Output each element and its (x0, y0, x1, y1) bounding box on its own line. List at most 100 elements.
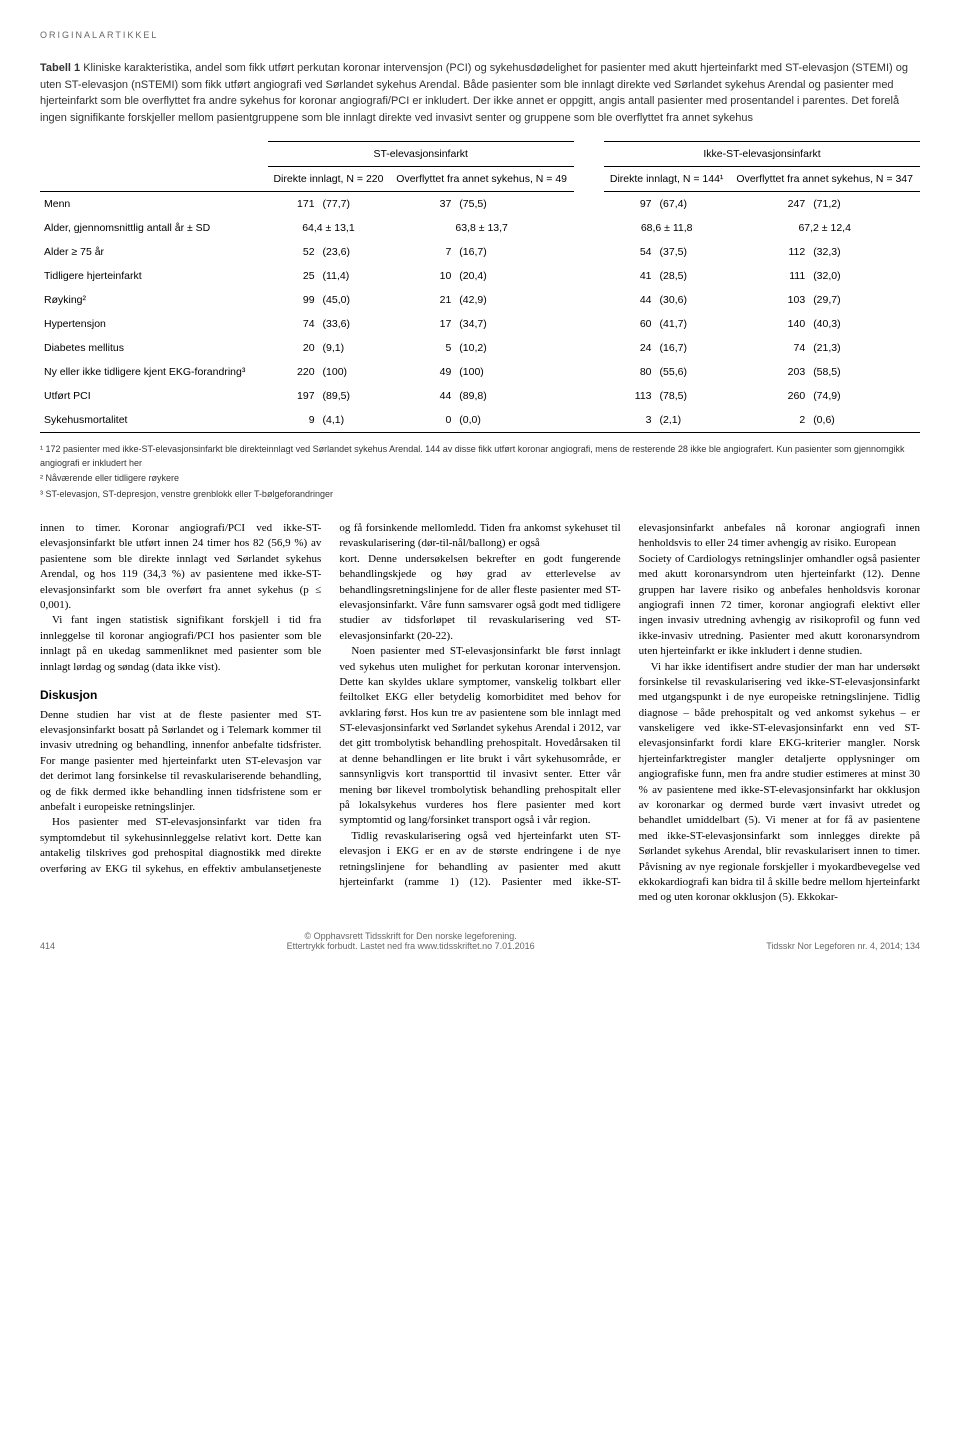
table-cell-value: 197 (268, 384, 319, 408)
table-cell-paren: (2,1) (656, 408, 730, 433)
table-cell-value: 140 (729, 312, 809, 336)
table-cell-paren: (32,0) (809, 264, 920, 288)
table-cell-paren: (29,7) (809, 288, 920, 312)
footer-citation: Tidsskr Nor Legeforen nr. 4, 2014; 134 (766, 941, 920, 951)
row-label: Røyking² (40, 288, 268, 312)
table-cell-value: 103 (729, 288, 809, 312)
row-label: Utført PCI (40, 384, 268, 408)
table-cell-paren: (16,7) (656, 336, 730, 360)
footer-copyright-2: Ettertrykk forbudt. Lastet ned fra www.t… (55, 941, 766, 951)
para-9: Vi har ikke identifisert andre studier d… (639, 660, 920, 906)
table-cell-paren: (42,9) (455, 288, 574, 312)
table-cell-paren: (58,5) (809, 360, 920, 384)
col-header-3: Direkte innlagt, N = 144¹ (604, 167, 729, 192)
para-5: kort. Denne undersøkelsen bekrefter en g… (339, 552, 620, 644)
table-cell-paren: (11,4) (319, 264, 390, 288)
diskusjon-heading: Diskusjon (40, 687, 321, 704)
table-cell-value: 24 (604, 336, 656, 360)
table-cell-value: 64,4 ± 13,1 (268, 216, 390, 240)
footnote: ³ ST-elevasjon, ST-depresjon, venstre gr… (40, 488, 920, 502)
table-cell-value: 80 (604, 360, 656, 384)
table-cell-value: 247 (729, 192, 809, 217)
table-row: Utført PCI197(89,5)44(89,8)113(78,5)260(… (40, 384, 920, 408)
table-row: Sykehusmortalitet9(4,1)0(0,0) 3(2,1)2(0,6… (40, 408, 920, 433)
table-cell-paren: (30,6) (656, 288, 730, 312)
table-cell-value: 25 (268, 264, 319, 288)
table-cell-value: 0 (389, 408, 455, 433)
table-cell-paren: (4,1) (319, 408, 390, 433)
table-cell-value: 17 (389, 312, 455, 336)
table-cell-paren: (67,4) (656, 192, 730, 217)
table-row: Menn171(77,7)37(75,5)97(67,4)247(71,2) (40, 192, 920, 217)
footnote: ² Nåværende eller tidligere røykere (40, 472, 920, 486)
table-cell-paren: (28,5) (656, 264, 730, 288)
table-caption-body: Kliniske karakteristika, andel som fikk … (40, 62, 908, 124)
table-cell-paren: (40,3) (809, 312, 920, 336)
group-header-1: ST-elevasjonsinfarkt (268, 142, 574, 167)
data-table: ST-elevasjonsinfarkt Ikke-ST-elevasjonsi… (40, 141, 920, 433)
table-cell-value: 203 (729, 360, 809, 384)
table-cell-paren: (71,2) (809, 192, 920, 217)
table-cell-value: 52 (268, 240, 319, 264)
row-label: Tidligere hjerteinfarkt (40, 264, 268, 288)
footer-copyright-1: © Opphavsrett Tidsskrift for Den norske … (55, 931, 766, 941)
row-label: Diabetes mellitus (40, 336, 268, 360)
table-cell-value: 2 (729, 408, 809, 433)
table-cell-paren: (55,6) (656, 360, 730, 384)
table-cell-paren: (10,2) (455, 336, 574, 360)
table-cell-paren: (89,5) (319, 384, 390, 408)
table-cell-value: 67,2 ± 12,4 (729, 216, 920, 240)
row-label: Hypertensjon (40, 312, 268, 336)
table-cell-value: 260 (729, 384, 809, 408)
table-cell-value: 20 (268, 336, 319, 360)
para-8: Society of Cardiologys retningslinjer om… (639, 552, 920, 660)
table-row: Tidligere hjerteinfarkt25(11,4)10(20,4)4… (40, 264, 920, 288)
footnote: ¹ 172 pasienter med ikke-ST-elevasjonsin… (40, 443, 920, 470)
table-cell-paren: (45,0) (319, 288, 390, 312)
table-cell-value: 74 (268, 312, 319, 336)
row-label: Alder, gjennomsnittlig antall år ± SD (40, 216, 268, 240)
table-cell-paren: (16,7) (455, 240, 574, 264)
table-cell-paren: (0,0) (455, 408, 574, 433)
table-row: Diabetes mellitus20(9,1)5(10,2)24(16,7)7… (40, 336, 920, 360)
para-2: Vi fant ingen statistisk signifikant for… (40, 613, 321, 675)
page-number: 414 (40, 941, 55, 951)
table-cell-value: 112 (729, 240, 809, 264)
table-cell-value: 44 (604, 288, 656, 312)
table-caption: Tabell 1 Kliniske karakteristika, andel … (40, 60, 920, 126)
table-cell-value: 5 (389, 336, 455, 360)
table-cell-value: 7 (389, 240, 455, 264)
table-cell-value: 3 (604, 408, 656, 433)
table-cell-paren: (75,5) (455, 192, 574, 217)
table-row: Røyking²99(45,0)21(42,9)44(30,6)103(29,7… (40, 288, 920, 312)
group-header-2: Ikke-ST-elevasjonsinfarkt (604, 142, 920, 167)
table-cell-paren: (23,6) (319, 240, 390, 264)
table-cell-value: 44 (389, 384, 455, 408)
table-cell-paren: (89,8) (455, 384, 574, 408)
table-cell-paren: (74,9) (809, 384, 920, 408)
table-cell-value: 10 (389, 264, 455, 288)
table-cell-value: 63,8 ± 13,7 (389, 216, 574, 240)
header-label: ORIGINALARTIKKEL (40, 30, 920, 40)
footer: 414 © Opphavsrett Tidsskrift for Den nor… (40, 931, 920, 951)
para-3: Denne studien har vist at de fleste pasi… (40, 708, 321, 816)
table-cell-paren: (77,7) (319, 192, 390, 217)
table-cell-value: 37 (389, 192, 455, 217)
table-cell-paren: (100) (319, 360, 390, 384)
row-label: Sykehusmortalitet (40, 408, 268, 433)
table-row: Ny eller ikke tidligere kjent EKG-forand… (40, 360, 920, 384)
table-cell-value: 99 (268, 288, 319, 312)
table-cell-value: 113 (604, 384, 656, 408)
table-cell-paren: (9,1) (319, 336, 390, 360)
table-cell-paren: (0,6) (809, 408, 920, 433)
table-cell-paren: (21,3) (809, 336, 920, 360)
table-cell-value: 171 (268, 192, 319, 217)
row-label: Ny eller ikke tidligere kjent EKG-forand… (40, 360, 268, 384)
table-row: Hypertensjon74(33,6)17(34,7)60(41,7)140(… (40, 312, 920, 336)
table-caption-lead: Tabell 1 (40, 62, 80, 74)
table-cell-value: 9 (268, 408, 319, 433)
table-footnotes: ¹ 172 pasienter med ikke-ST-elevasjonsin… (40, 443, 920, 501)
table-cell-value: 220 (268, 360, 319, 384)
table-cell-paren: (37,5) (656, 240, 730, 264)
table-row: Alder, gjennomsnittlig antall år ± SD64,… (40, 216, 920, 240)
